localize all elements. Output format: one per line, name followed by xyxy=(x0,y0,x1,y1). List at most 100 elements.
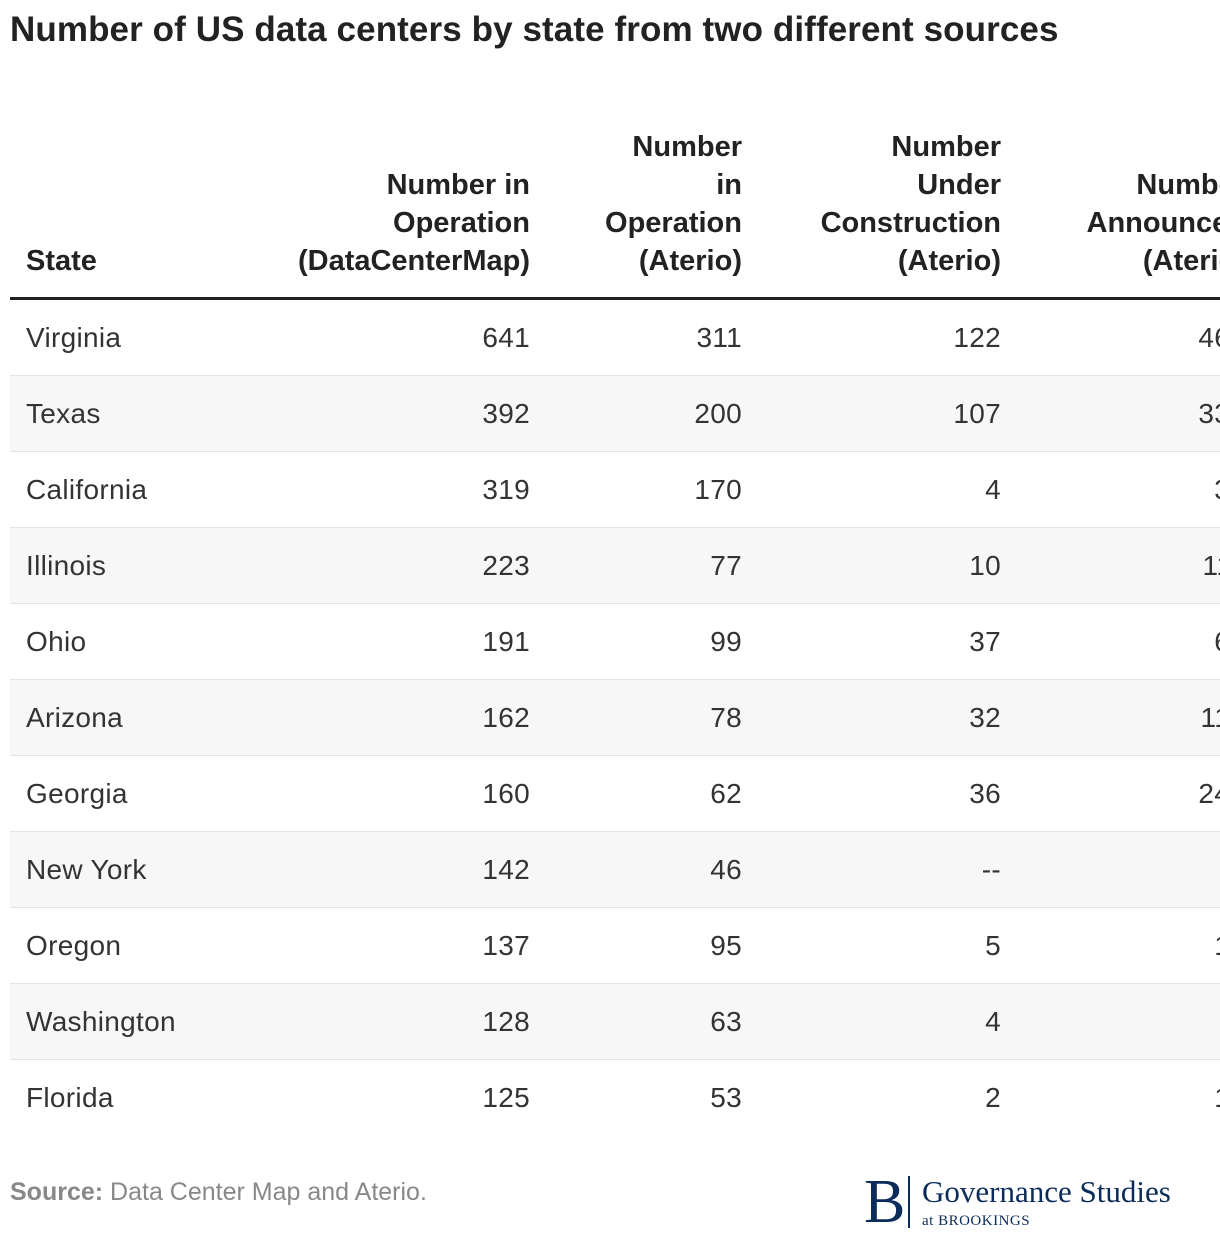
chart-title: Number of US data centers by state from … xyxy=(10,10,1059,49)
state-cell: Oregon xyxy=(10,907,220,984)
state-cell: Washington xyxy=(10,983,220,1060)
table-row: Florida 125 53 213 xyxy=(10,1060,1220,1136)
table-row: Arizona1627832118 xyxy=(10,679,1220,756)
value-cell-aterio-construction: 4 xyxy=(742,451,1001,528)
logo-main-text: Governance Studies xyxy=(922,1173,1171,1209)
table-body: Virginia641311122468Texas392200107336Cal… xyxy=(10,298,1220,1136)
value-cell-aterio-operation: 53 xyxy=(710,1081,742,1113)
value-cell-aterio-construction: 107 xyxy=(742,375,1001,452)
table-row: Georgia1606236246 xyxy=(10,755,1220,832)
value-cell-aterio-construction: 32 xyxy=(742,679,1001,756)
state-cell: Illinois xyxy=(10,527,220,604)
source-text: Data Center Map and Aterio. xyxy=(110,1178,427,1206)
data-table-container: State Number in Operation (DataCenterMap) Nu… xyxy=(10,128,1220,1135)
column-header-line: Under xyxy=(917,169,1001,201)
state-cell: Ohio xyxy=(10,603,220,680)
value-cell-dcm-operation: 160 xyxy=(220,755,530,832)
table-row: California319170437 xyxy=(10,451,1220,528)
state-cell: Virginia xyxy=(10,298,220,376)
table-row: Texas392200107336 xyxy=(10,375,1220,452)
value-cell-dcm-operation: 641 xyxy=(220,298,530,376)
value-cell-aterio-construction: 37 xyxy=(742,603,1001,680)
logo-divider xyxy=(908,1176,910,1228)
column-header-line: (Aterio) xyxy=(897,245,1001,277)
value-cell-aterio-operation: 62 xyxy=(530,755,742,832)
state-cell: California xyxy=(10,451,220,528)
value-cell-aterio-operation: 99 xyxy=(530,603,742,680)
value-cell-aterio-construction: 122 xyxy=(742,298,1001,376)
column-header-line: Number xyxy=(891,131,1001,163)
table-header-row: State Number in Operation (DataCenterMap) Nu… xyxy=(10,128,1220,300)
data-table: State Number in Operation (DataCenterMap) Nu… xyxy=(10,128,1220,1135)
table-row: Virginia641311122468 xyxy=(10,298,1220,376)
state-cell: Florida xyxy=(26,1081,114,1113)
column-header-state: State xyxy=(10,128,220,300)
value-cell-dcm-operation: 137 xyxy=(220,907,530,984)
column-header-line: Number in xyxy=(386,169,530,201)
column-header-line: Announced xyxy=(1086,207,1220,239)
logo-sub-text: at BROOKINGS xyxy=(922,1212,1031,1229)
column-header-line: (Aterio) xyxy=(638,245,742,277)
value-cell-aterio-announced: 118 xyxy=(1001,679,1220,756)
value-cell-aterio-announced: 37 xyxy=(1001,451,1220,528)
value-cell-dcm-operation: 162 xyxy=(220,679,530,756)
source-note: Source: Data Center Map and Aterio. xyxy=(10,1178,427,1207)
value-cell-aterio-operation: 78 xyxy=(530,679,742,756)
state-cell: Texas xyxy=(10,375,220,452)
value-cell-dcm-operation: 191 xyxy=(220,603,530,680)
column-header-line: Operation xyxy=(393,207,530,239)
state-cell: Georgia xyxy=(10,755,220,832)
value-cell-aterio-operation: 200 xyxy=(530,375,742,452)
table-row: Oregon13795510 xyxy=(10,907,1220,984)
column-header-aterio-operation: Number in Operation (Aterio) xyxy=(530,128,742,300)
column-header-aterio-construction: Number Under Construction (Aterio) xyxy=(742,128,1001,300)
value-cell-aterio-announced: 69 xyxy=(1001,603,1220,680)
state-cell: Arizona xyxy=(10,679,220,756)
column-header-line: Operation xyxy=(605,207,742,239)
column-header-line: State xyxy=(26,245,97,277)
column-header-line: in xyxy=(716,169,742,201)
table-row: Washington1286345 xyxy=(10,983,1220,1060)
value-cell-dcm-operation: 223 xyxy=(220,527,530,604)
column-header-dcm-operation: Number in Operation (DataCenterMap) xyxy=(220,128,530,300)
table-row: Ohio191993769 xyxy=(10,603,1220,680)
brookings-logo: B Governance Studies at BROOKINGS xyxy=(864,1168,1171,1236)
value-cell-aterio-announced: 5 xyxy=(1001,983,1220,1060)
value-cell-aterio-announced: 336 xyxy=(1001,375,1220,452)
column-header-line: (Aterio) xyxy=(1142,245,1220,277)
value-cell-aterio-construction: 36 xyxy=(742,755,1001,832)
value-cell-dcm-operation: 125 xyxy=(482,1081,530,1113)
value-cell-aterio-announced: 246 xyxy=(1001,755,1220,832)
column-header-line: (DataCenterMap) xyxy=(297,245,530,277)
value-cell-aterio-operation: 46 xyxy=(530,831,742,908)
value-cell-aterio-announced: 13 xyxy=(1001,1060,1220,1136)
value-cell-aterio-construction: 2 xyxy=(985,1081,1001,1113)
value-cell-dcm-operation: 142 xyxy=(220,831,530,908)
column-header-line: Number xyxy=(632,131,742,163)
value-cell-aterio-announced: 111 xyxy=(1001,527,1220,604)
value-cell-dcm-operation: 392 xyxy=(220,375,530,452)
value-cell-aterio-construction: -- xyxy=(742,831,1001,908)
value-cell-aterio-construction: 10 xyxy=(742,527,1001,604)
value-cell-aterio-announced: 10 xyxy=(1001,907,1220,984)
logo-wordmark: Governance Studies at BROOKINGS xyxy=(922,1176,1171,1229)
source-label: Source: xyxy=(10,1178,104,1206)
value-cell-aterio-operation: 77 xyxy=(530,527,742,604)
value-cell-aterio-construction: 4 xyxy=(742,983,1001,1060)
value-cell-aterio-announced: 468 xyxy=(1001,298,1220,376)
value-cell-dcm-operation: 128 xyxy=(220,983,530,1060)
table-row: Illinois2237710111 xyxy=(10,527,1220,604)
column-header-aterio-announced: Number Announced (Aterio) xyxy=(1001,128,1220,300)
column-header-line: Construction xyxy=(820,207,1001,239)
column-header-line: Number xyxy=(1136,169,1220,201)
value-cell-aterio-operation: 311 xyxy=(530,298,742,376)
value-cell-aterio-operation: 95 xyxy=(530,907,742,984)
value-cell-aterio-announced: 2 xyxy=(1001,831,1220,908)
value-cell-aterio-operation: 170 xyxy=(530,451,742,528)
logo-letter: B xyxy=(864,1168,906,1236)
state-cell: New York xyxy=(10,831,220,908)
value-cell-dcm-operation: 319 xyxy=(220,451,530,528)
value-cell-aterio-operation: 63 xyxy=(530,983,742,1060)
value-cell-aterio-construction: 5 xyxy=(742,907,1001,984)
